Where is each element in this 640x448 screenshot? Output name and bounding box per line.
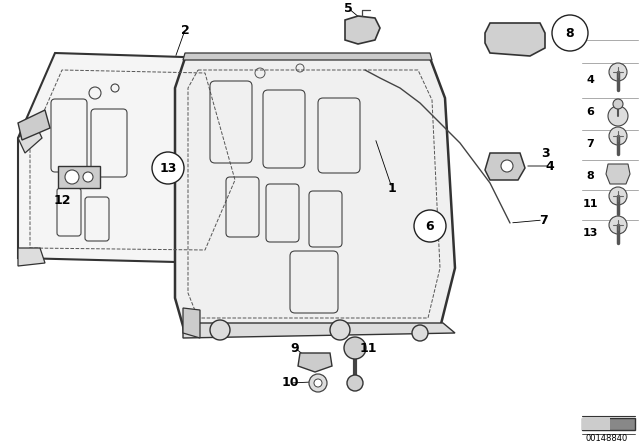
Text: 1: 1 bbox=[388, 181, 396, 194]
Text: 4: 4 bbox=[546, 159, 554, 172]
Polygon shape bbox=[582, 418, 635, 430]
Text: 8: 8 bbox=[586, 171, 594, 181]
Text: 6: 6 bbox=[586, 107, 594, 117]
Polygon shape bbox=[298, 353, 332, 372]
Text: 13: 13 bbox=[582, 228, 598, 238]
Circle shape bbox=[609, 187, 627, 205]
Text: 10: 10 bbox=[281, 376, 299, 389]
Circle shape bbox=[314, 379, 322, 387]
Circle shape bbox=[609, 63, 627, 81]
Polygon shape bbox=[183, 308, 200, 338]
Circle shape bbox=[552, 15, 588, 51]
Text: 11: 11 bbox=[359, 341, 377, 354]
Polygon shape bbox=[183, 53, 432, 60]
Polygon shape bbox=[582, 418, 610, 430]
Circle shape bbox=[501, 160, 513, 172]
Polygon shape bbox=[18, 110, 50, 140]
Circle shape bbox=[613, 99, 623, 109]
Polygon shape bbox=[18, 53, 248, 263]
Polygon shape bbox=[175, 58, 455, 333]
Circle shape bbox=[609, 216, 627, 234]
Polygon shape bbox=[485, 153, 525, 180]
Circle shape bbox=[609, 127, 627, 145]
Text: 7: 7 bbox=[539, 214, 547, 227]
Circle shape bbox=[414, 210, 446, 242]
Text: 13: 13 bbox=[159, 161, 177, 175]
Circle shape bbox=[83, 172, 93, 182]
Text: 8: 8 bbox=[566, 26, 574, 39]
Text: 11: 11 bbox=[582, 199, 598, 209]
Text: 4: 4 bbox=[586, 75, 594, 85]
Circle shape bbox=[347, 375, 363, 391]
Polygon shape bbox=[183, 323, 455, 338]
Text: 2: 2 bbox=[180, 23, 189, 36]
Circle shape bbox=[210, 320, 230, 340]
Polygon shape bbox=[18, 248, 45, 266]
Circle shape bbox=[344, 337, 366, 359]
Circle shape bbox=[65, 170, 79, 184]
Polygon shape bbox=[18, 123, 42, 153]
Circle shape bbox=[412, 325, 428, 341]
Polygon shape bbox=[345, 16, 380, 44]
Circle shape bbox=[608, 106, 628, 126]
Polygon shape bbox=[606, 164, 630, 184]
Polygon shape bbox=[58, 166, 100, 188]
Text: 5: 5 bbox=[344, 1, 353, 14]
Circle shape bbox=[152, 152, 184, 184]
Text: 00148840: 00148840 bbox=[586, 434, 628, 443]
Text: 3: 3 bbox=[541, 146, 549, 159]
Polygon shape bbox=[485, 23, 545, 56]
Text: 6: 6 bbox=[426, 220, 435, 233]
Circle shape bbox=[309, 374, 327, 392]
Circle shape bbox=[330, 320, 350, 340]
Text: 7: 7 bbox=[586, 139, 594, 149]
Text: 9: 9 bbox=[291, 341, 300, 354]
Text: 12: 12 bbox=[53, 194, 71, 207]
